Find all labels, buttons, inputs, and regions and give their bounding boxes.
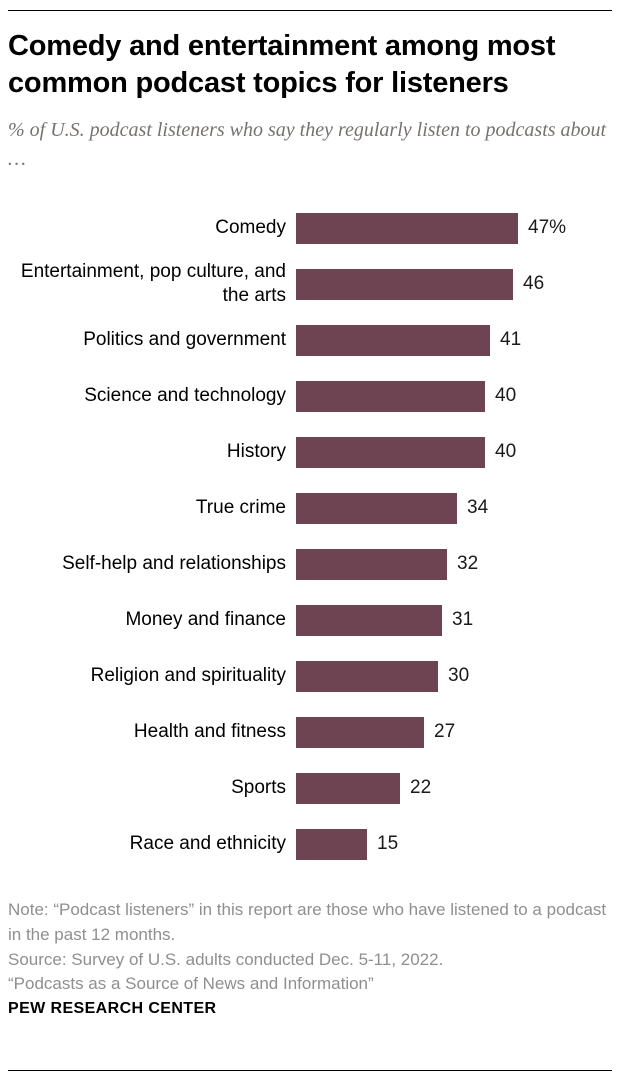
footer-notes: Note: “Podcast listeners” in this report… <box>8 898 612 1020</box>
bottom-divider <box>8 1070 612 1071</box>
bar <box>296 772 400 804</box>
value-label: 27 <box>434 721 456 743</box>
note-text: Note: “Podcast listeners” in this report… <box>8 900 607 944</box>
category-label: Money and finance <box>125 609 286 631</box>
bar <box>296 548 447 580</box>
bar-row: Religion and spirituality 30 <box>8 648 612 704</box>
category-label: Entertainment, pop culture, and the arts <box>20 261 286 307</box>
top-divider <box>8 10 612 11</box>
value-label: 40 <box>495 441 517 463</box>
value-label: 47% <box>528 217 567 239</box>
value-label: 22 <box>410 777 432 799</box>
category-label: Science and technology <box>84 385 286 407</box>
bar-row: True crime 34 <box>8 480 612 536</box>
report-title-text: “Podcasts as a Source of News and Inform… <box>8 974 374 994</box>
value-label: 15 <box>377 833 399 855</box>
source-text: Source: Survey of U.S. adults conducted … <box>8 949 444 969</box>
value-label: 34 <box>467 497 489 519</box>
bar-row: Self-help and relationships 32 <box>8 536 612 592</box>
category-label: History <box>226 441 286 463</box>
brand-label: PEW RESEARCH CENTER <box>8 999 217 1017</box>
bar <box>296 492 457 524</box>
bar-chart: Comedy 47% Entertainment, pop culture, and… <box>8 200 612 872</box>
bar <box>296 380 485 412</box>
bar <box>296 268 513 300</box>
bar-row: Entertainment, pop culture, and the arts… <box>8 256 612 312</box>
category-label: True crime <box>195 497 286 519</box>
category-label: Race and ethnicity <box>129 833 286 855</box>
chart-subtitle: % of U.S. podcast listeners who say they… <box>8 119 607 171</box>
value-label: 40 <box>495 385 517 407</box>
bar <box>296 660 438 692</box>
value-label: 41 <box>500 329 522 351</box>
bar <box>296 324 490 356</box>
value-label: 31 <box>452 609 474 631</box>
category-label: Health and fitness <box>133 721 286 743</box>
bar <box>296 604 442 636</box>
bar-row: Race and ethnicity 15 <box>8 816 612 872</box>
category-label: Comedy <box>215 217 286 239</box>
bar <box>296 716 424 748</box>
category-label: Sports <box>231 777 286 799</box>
bar <box>296 436 485 468</box>
value-label: 32 <box>457 553 479 575</box>
content: Comedy and entertainment among most comm… <box>8 30 612 1020</box>
bar-row: Comedy 47% <box>8 200 612 256</box>
value-label: 30 <box>448 665 470 687</box>
bar-row: Sports 22 <box>8 760 612 816</box>
value-label: 46 <box>523 273 545 295</box>
bar-row: Politics and government 41 <box>8 312 612 368</box>
bar-row: Money and finance 31 <box>8 592 612 648</box>
category-label: Self-help and relationships <box>62 553 286 575</box>
page-title: Comedy and entertainment among most comm… <box>8 30 556 100</box>
category-label: Politics and government <box>83 329 286 351</box>
bar-row: Science and technology 40 <box>8 368 612 424</box>
bar-row: Health and fitness 27 <box>8 704 612 760</box>
bar-row: History 40 <box>8 424 612 480</box>
category-label: Religion and spirituality <box>90 665 286 687</box>
bar <box>296 212 518 244</box>
bar <box>296 828 367 860</box>
